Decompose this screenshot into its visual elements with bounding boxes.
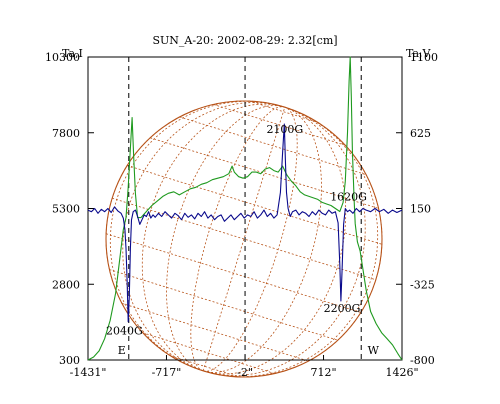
latitude-line xyxy=(249,100,318,123)
limb-marker-label: W xyxy=(368,344,380,357)
x-tick-label: -717" xyxy=(152,366,182,379)
field-annotation: 2040G xyxy=(106,324,143,337)
field-annotation: 2200G xyxy=(324,302,361,315)
solar-disk-grid xyxy=(105,100,383,378)
latitude-line xyxy=(142,332,275,374)
right-axis-label: Ta,V xyxy=(406,47,432,60)
limb-marker-label: E xyxy=(118,344,126,357)
x-tick-label: 712" xyxy=(310,366,336,379)
longitude-line xyxy=(190,106,285,372)
x-tick-label: -2" xyxy=(237,366,253,379)
x-tick-label: 1426" xyxy=(385,366,418,379)
longitude-line xyxy=(141,103,285,372)
y-right-tick-label: 625 xyxy=(410,127,431,140)
latitude-line xyxy=(109,269,338,341)
y-left-tick-label: 5300 xyxy=(52,203,80,216)
stokes-v-line xyxy=(87,123,403,323)
axis-ticks: 300 2800 5300 7800 10300 -800 -325 150 625 1100 -1… xyxy=(45,51,438,379)
y-left-tick-label: 2800 xyxy=(52,278,80,291)
y-right-tick-label: -800 xyxy=(410,354,435,367)
x-tick-label: -1431" xyxy=(70,366,107,379)
y-right-tick-label: 1100 xyxy=(410,51,438,64)
left-axis-label: Ta,I xyxy=(62,47,83,60)
longitude-line xyxy=(105,100,285,372)
y-left-tick-label: 7800 xyxy=(52,127,80,140)
field-annotation: 2100G xyxy=(266,123,303,136)
y-left-tick-label: 300 xyxy=(59,354,80,367)
longitude-line xyxy=(122,102,285,372)
longitude-line xyxy=(109,101,285,372)
longitude-line xyxy=(203,106,366,376)
y-right-tick-label: 150 xyxy=(410,203,431,216)
longitude-line xyxy=(203,106,298,372)
longitude-line xyxy=(203,106,322,373)
longitude-line xyxy=(203,106,379,377)
longitude-line xyxy=(166,105,285,372)
longitude-line xyxy=(203,106,347,375)
intensity-i-line xyxy=(87,56,403,361)
latitude-line xyxy=(170,355,239,378)
series-group xyxy=(87,56,403,361)
y-left-tick-label: 10300 xyxy=(45,51,80,64)
latitude-line xyxy=(105,233,361,313)
annotations: 2100G 1620G 2040G 2200G xyxy=(106,123,367,338)
longitude-line xyxy=(203,106,383,378)
y-right-tick-label: -325 xyxy=(410,278,435,291)
field-annotation: 1620G xyxy=(330,191,367,204)
chart-title: SUN_A-20: 2002-08-29: 2.32[cm] xyxy=(152,34,337,47)
longitude-line xyxy=(202,107,286,371)
